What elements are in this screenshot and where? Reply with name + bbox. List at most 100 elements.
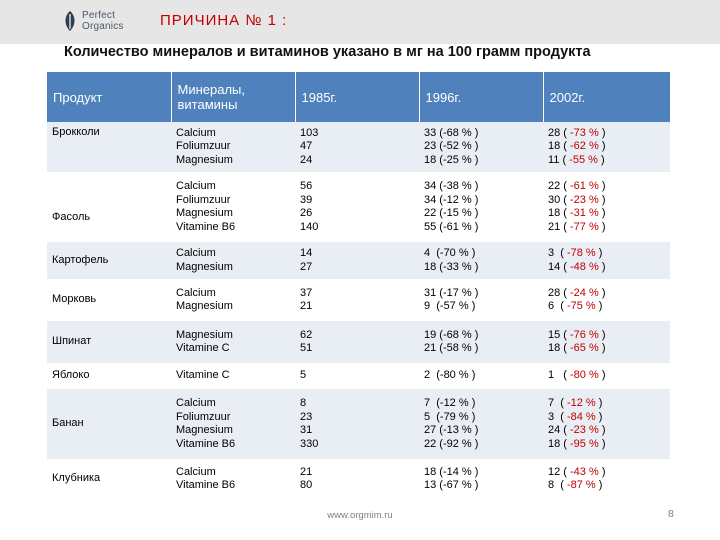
values-2002-line: 14 ( -48 % ) [548,261,670,275]
values-1985: 103 47 24 [295,122,419,172]
values-1996-line: 33 (-68 % ) [424,127,543,141]
closing-paren: ) [598,180,606,192]
product-name: Клубника [47,459,171,499]
values-1985-line: 103 [300,126,319,139]
values-1996-line: 5 (-79 % ) [424,411,543,425]
percent-change: -84 % [566,410,596,423]
value-amount: 3 ( [548,410,567,423]
value-amount: 7 ( [424,397,440,409]
values-2002: 3 ( -78 % ) 14 ( -48 % ) [543,242,670,279]
values-1996-line: 13 (-67 % ) [424,479,543,493]
nutrient-list: Calcium Foliumzuur Magnesium Vitamine B6 [171,389,295,459]
values-1985-line: 47 [300,140,313,153]
percent-change: -15 % [442,207,472,219]
value-amount: 33 ( [424,126,443,139]
nutrient-list-line: Foliumzuur [176,410,231,423]
values-2002-line: 18 ( -65 % ) [548,342,670,356]
values-1985-line: 80 [300,479,313,491]
values-1985-line: 27 [300,260,313,273]
header-2002: 2002г. [543,72,670,122]
value-amount: 55 ( [424,220,443,233]
closing-paren: ) [595,300,603,312]
value-amount: 9 ( [424,300,440,312]
percent-change: -48 % [570,260,599,273]
percent-change: -33 % [442,260,472,273]
value-amount: 1 ( [548,369,571,382]
values-1985: 14 27 [295,242,419,279]
percent-change: -80 % [439,369,469,382]
page-number: 8 [668,508,674,520]
value-amount: 6 ( [548,300,567,312]
value-amount: 23 ( [424,140,443,153]
values-1985-line: 14 [300,247,313,259]
percent-change: -25 % [442,153,472,166]
values-1996-line: 7 (-12 % ) [424,397,543,411]
values-1985-line: 37 [300,286,313,299]
value-amount: 11 ( [548,153,570,166]
percent-change: -73 % [570,126,599,139]
values-1985-line: 39 [300,193,313,206]
values-1996-line: 9 (-57 % ) [424,300,543,314]
product-name: Банан [47,389,171,459]
values-2002-line: 12 ( -43 % ) [548,466,670,480]
values-2002-line: 22 ( -61 % ) [548,180,670,194]
closing-paren: ) [468,369,476,382]
values-2002-line: 3 ( -84 % ) [548,411,670,425]
values-2002-line: 18 ( -95 % ) [548,438,670,452]
table-row: Брокколи Calcium Foliumzuur Magnesium 103 47 2… [47,122,670,172]
percent-change: -80 % [570,369,599,382]
closing-paren: ) [471,260,479,273]
values-2002-line: 6 ( -75 % ) [548,300,670,314]
value-amount: 8 ( [548,479,567,491]
closing-paren: ) [468,410,476,423]
percent-change: -62 % [570,140,599,153]
value-amount: 28 ( [548,126,571,139]
percent-change: -68 % [442,126,472,139]
percent-change: -79 % [439,410,469,423]
slide-subtitle: Количество минералов и витаминов указано… [64,44,591,60]
values-1996: 34 (-38 % ) 34 (-12 % ) 22 (-15 % ) 55 (-61… [419,172,543,242]
nutrient-list-line: Calcium [176,126,216,139]
value-amount: 31 ( [424,286,443,299]
values-1996-line: 22 (-15 % ) [424,207,543,221]
percent-change: -78 % [566,247,596,259]
product-name: Яблоко [47,363,171,389]
percent-change: -76 % [570,328,599,341]
closing-paren: ) [471,286,479,299]
values-2002-line: 18 ( -62 % ) [548,140,670,154]
closing-paren: ) [598,437,606,450]
percent-change: -77 % [570,220,599,233]
percent-change: -17 % [442,286,472,299]
values-2002: 28 ( -73 % ) 18 ( -62 % ) 11 ( -55 % ) [543,122,670,172]
value-amount: 34 ( [424,193,443,206]
closing-paren: ) [471,153,479,166]
nutrient-list: Calcium Magnesium [171,279,295,321]
values-1985-line: 26 [300,207,313,219]
values-1996-line: 21 (-58 % ) [424,342,543,356]
values-1996: 31 (-17 % ) 9 (-57 % ) [419,279,543,321]
nutrient-list-line: Calcium [176,180,216,192]
values-2002-line: 8 ( -87 % ) [548,479,670,493]
values-1985-line: 21 [300,300,313,312]
closing-paren: ) [471,479,479,491]
brand-logo: Perfect Organics [62,6,154,38]
percent-change: -95 % [570,437,599,450]
nutrient-list-line: Foliumzuur [176,193,231,206]
brand-line-2: Organics [82,21,124,32]
closing-paren: ) [471,465,479,478]
value-amount: 7 ( [548,397,567,409]
values-2002-line: 1 ( -80 % ) [548,369,670,383]
values-1996-line: 34 (-38 % ) [424,180,543,194]
product-name: Брокколи [47,122,171,172]
value-amount: 4 ( [424,247,440,259]
percent-change: -31 % [570,207,599,219]
closing-paren: ) [598,220,606,233]
nutrient-table: Продукт Минералы, витамины 1985г. 1996г.… [47,72,670,499]
value-amount: 2 ( [424,369,440,382]
values-1985-line: 24 [300,153,313,166]
percent-change: -12 % [439,397,469,409]
values-1985-line: 23 [300,410,313,423]
value-amount: 27 ( [424,424,443,436]
closing-paren: ) [598,286,606,299]
values-2002: 12 ( -43 % ) 8 ( -87 % ) [543,459,670,499]
